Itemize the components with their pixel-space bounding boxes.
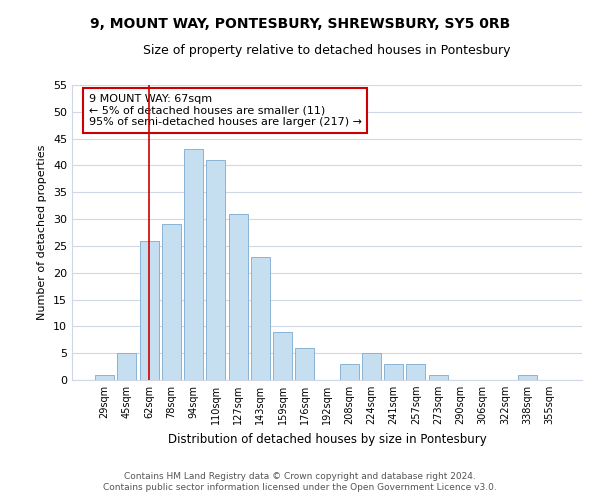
Bar <box>429 374 448 380</box>
Bar <box>518 374 536 380</box>
Bar <box>251 256 270 380</box>
Y-axis label: Number of detached properties: Number of detached properties <box>37 145 47 320</box>
Bar <box>229 214 248 380</box>
Bar <box>295 348 314 380</box>
Text: 9 MOUNT WAY: 67sqm
← 5% of detached houses are smaller (11)
95% of semi-detached: 9 MOUNT WAY: 67sqm ← 5% of detached hous… <box>89 94 362 127</box>
Bar <box>273 332 292 380</box>
Bar <box>362 353 381 380</box>
X-axis label: Distribution of detached houses by size in Pontesbury: Distribution of detached houses by size … <box>167 432 487 446</box>
Bar <box>140 240 158 380</box>
Bar <box>206 160 225 380</box>
Bar <box>340 364 359 380</box>
Text: 9, MOUNT WAY, PONTESBURY, SHREWSBURY, SY5 0RB: 9, MOUNT WAY, PONTESBURY, SHREWSBURY, SY… <box>90 18 510 32</box>
Text: Contains HM Land Registry data © Crown copyright and database right 2024.: Contains HM Land Registry data © Crown c… <box>124 472 476 481</box>
Bar <box>184 150 203 380</box>
Bar <box>162 224 181 380</box>
Bar <box>118 353 136 380</box>
Bar <box>406 364 425 380</box>
Text: Contains public sector information licensed under the Open Government Licence v3: Contains public sector information licen… <box>103 484 497 492</box>
Bar <box>384 364 403 380</box>
Bar <box>95 374 114 380</box>
Title: Size of property relative to detached houses in Pontesbury: Size of property relative to detached ho… <box>143 44 511 58</box>
